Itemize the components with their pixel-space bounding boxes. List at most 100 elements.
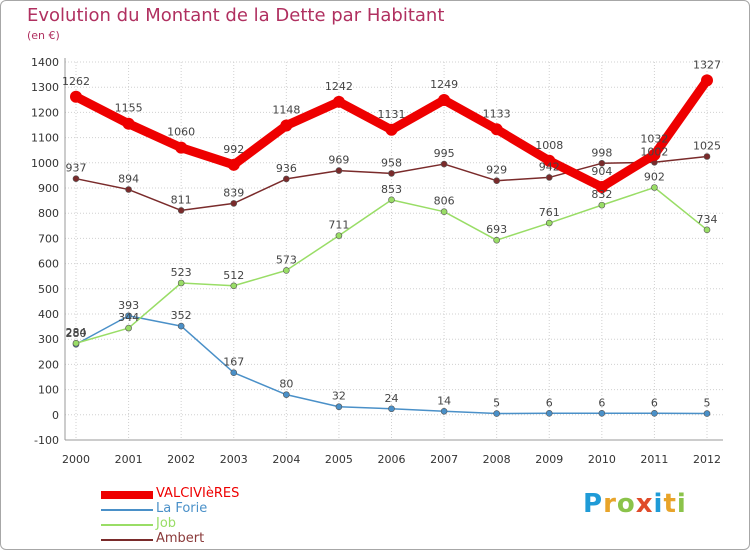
data-point bbox=[283, 175, 290, 183]
data-label: 352 bbox=[171, 309, 192, 322]
data-label: 995 bbox=[434, 147, 455, 160]
data-point bbox=[227, 158, 240, 171]
data-label: 811 bbox=[171, 193, 192, 206]
data-label-layer: 280 393 352 167 80 32 24 14 5 6 6 6 5 284 344 523 512 573… bbox=[62, 58, 721, 409]
data-label: 24 bbox=[385, 392, 399, 405]
data-point bbox=[175, 141, 188, 154]
legend-item: VALCIVIèRES bbox=[101, 486, 301, 502]
data-point bbox=[72, 175, 80, 182]
data-label: 6 bbox=[651, 396, 658, 409]
proxiti-logo: Proxiti bbox=[583, 489, 687, 519]
y-tick-label: -100 bbox=[34, 434, 59, 447]
x-tick-label: 2004 bbox=[272, 453, 300, 466]
x-tick-label: 2012 bbox=[693, 453, 721, 466]
data-label: 280 bbox=[66, 327, 87, 340]
y-tick-label: 600 bbox=[38, 258, 59, 271]
data-label: 284 bbox=[66, 326, 87, 339]
unit-label: (en €) bbox=[27, 29, 60, 42]
data-label: 32 bbox=[332, 390, 346, 403]
data-label: 853 bbox=[381, 183, 402, 196]
data-point bbox=[72, 339, 80, 347]
data-label: 958 bbox=[381, 156, 402, 169]
y-tick-label: 1000 bbox=[31, 157, 59, 170]
data-label: 1327 bbox=[693, 58, 721, 71]
legend-swatch bbox=[101, 524, 153, 526]
data-label: 1262 bbox=[62, 75, 90, 88]
x-tick-label: 2009 bbox=[535, 453, 563, 466]
data-label: 1155 bbox=[115, 102, 143, 115]
data-point bbox=[545, 409, 553, 417]
data-label: 5 bbox=[493, 397, 500, 410]
data-point bbox=[703, 410, 711, 417]
data-label: 1008 bbox=[535, 139, 563, 152]
data-point bbox=[122, 117, 135, 130]
series-layer bbox=[70, 74, 713, 417]
data-label: 969 bbox=[328, 154, 349, 167]
data-point bbox=[177, 207, 185, 214]
data-label: 6 bbox=[546, 396, 553, 409]
data-label: 904 bbox=[591, 165, 612, 178]
data-label: 761 bbox=[539, 206, 560, 219]
x-tick-label: 2011 bbox=[640, 453, 668, 466]
data-label: 1131 bbox=[378, 108, 406, 121]
x-tick-label: 2010 bbox=[588, 453, 616, 466]
data-point bbox=[388, 170, 395, 177]
data-point bbox=[648, 148, 661, 161]
data-label: 936 bbox=[276, 162, 297, 175]
y-tick-label: 1200 bbox=[31, 106, 59, 119]
y-tick-label: 200 bbox=[38, 358, 59, 371]
data-point bbox=[280, 119, 293, 132]
legend-swatch bbox=[101, 491, 153, 499]
data-label: 1032 bbox=[640, 133, 668, 146]
chart-title: Evolution du Montant de la Dette par Hab… bbox=[27, 5, 445, 26]
data-point bbox=[438, 94, 451, 107]
data-point bbox=[493, 410, 500, 417]
data-label: 693 bbox=[486, 223, 507, 236]
legend-item: Ambert bbox=[101, 531, 301, 547]
y-tick-label: 1100 bbox=[31, 132, 59, 145]
data-label: 1133 bbox=[483, 107, 511, 120]
data-point bbox=[701, 74, 713, 87]
axis-layer: -100 0 100 200 300 400 500 600 700 800 900 1000 1100… bbox=[31, 56, 723, 466]
data-label: 902 bbox=[644, 170, 665, 183]
legend-label: Job bbox=[156, 516, 177, 531]
data-point bbox=[598, 409, 606, 417]
y-tick-label: 700 bbox=[38, 232, 59, 245]
data-point bbox=[230, 200, 238, 207]
data-point bbox=[283, 267, 290, 274]
data-label: 14 bbox=[437, 394, 451, 407]
y-tick-label: 400 bbox=[38, 308, 59, 321]
data-label: 942 bbox=[539, 160, 560, 173]
data-label: 1002 bbox=[640, 145, 668, 158]
y-tick-label: 300 bbox=[38, 333, 59, 346]
data-point bbox=[543, 154, 556, 167]
data-point bbox=[125, 312, 132, 320]
y-tick-label: 500 bbox=[38, 283, 59, 296]
data-label: 1025 bbox=[693, 140, 721, 153]
legend-item: La Forie bbox=[101, 501, 301, 517]
y-tick-label: 900 bbox=[38, 182, 59, 195]
data-label: 344 bbox=[118, 311, 139, 324]
data-point bbox=[545, 219, 553, 227]
data-label: 998 bbox=[591, 146, 612, 159]
data-point bbox=[332, 95, 345, 108]
data-point bbox=[493, 177, 500, 184]
x-tick-label: 2000 bbox=[62, 453, 90, 466]
data-point bbox=[598, 201, 606, 209]
data-point bbox=[388, 196, 395, 204]
data-label: 6 bbox=[598, 396, 605, 409]
data-label: 839 bbox=[223, 186, 244, 199]
data-point bbox=[177, 322, 185, 330]
data-point bbox=[335, 232, 343, 239]
y-tick-label: 1300 bbox=[31, 81, 59, 94]
data-label: 1249 bbox=[430, 78, 458, 91]
data-label: 832 bbox=[591, 188, 612, 201]
data-point bbox=[283, 391, 290, 398]
data-point bbox=[335, 167, 343, 174]
data-point bbox=[230, 282, 238, 290]
legend-item: Job bbox=[101, 516, 301, 532]
y-tick-label: 1400 bbox=[31, 56, 59, 69]
x-tick-label: 2008 bbox=[483, 453, 511, 466]
legend-swatch bbox=[101, 539, 153, 541]
